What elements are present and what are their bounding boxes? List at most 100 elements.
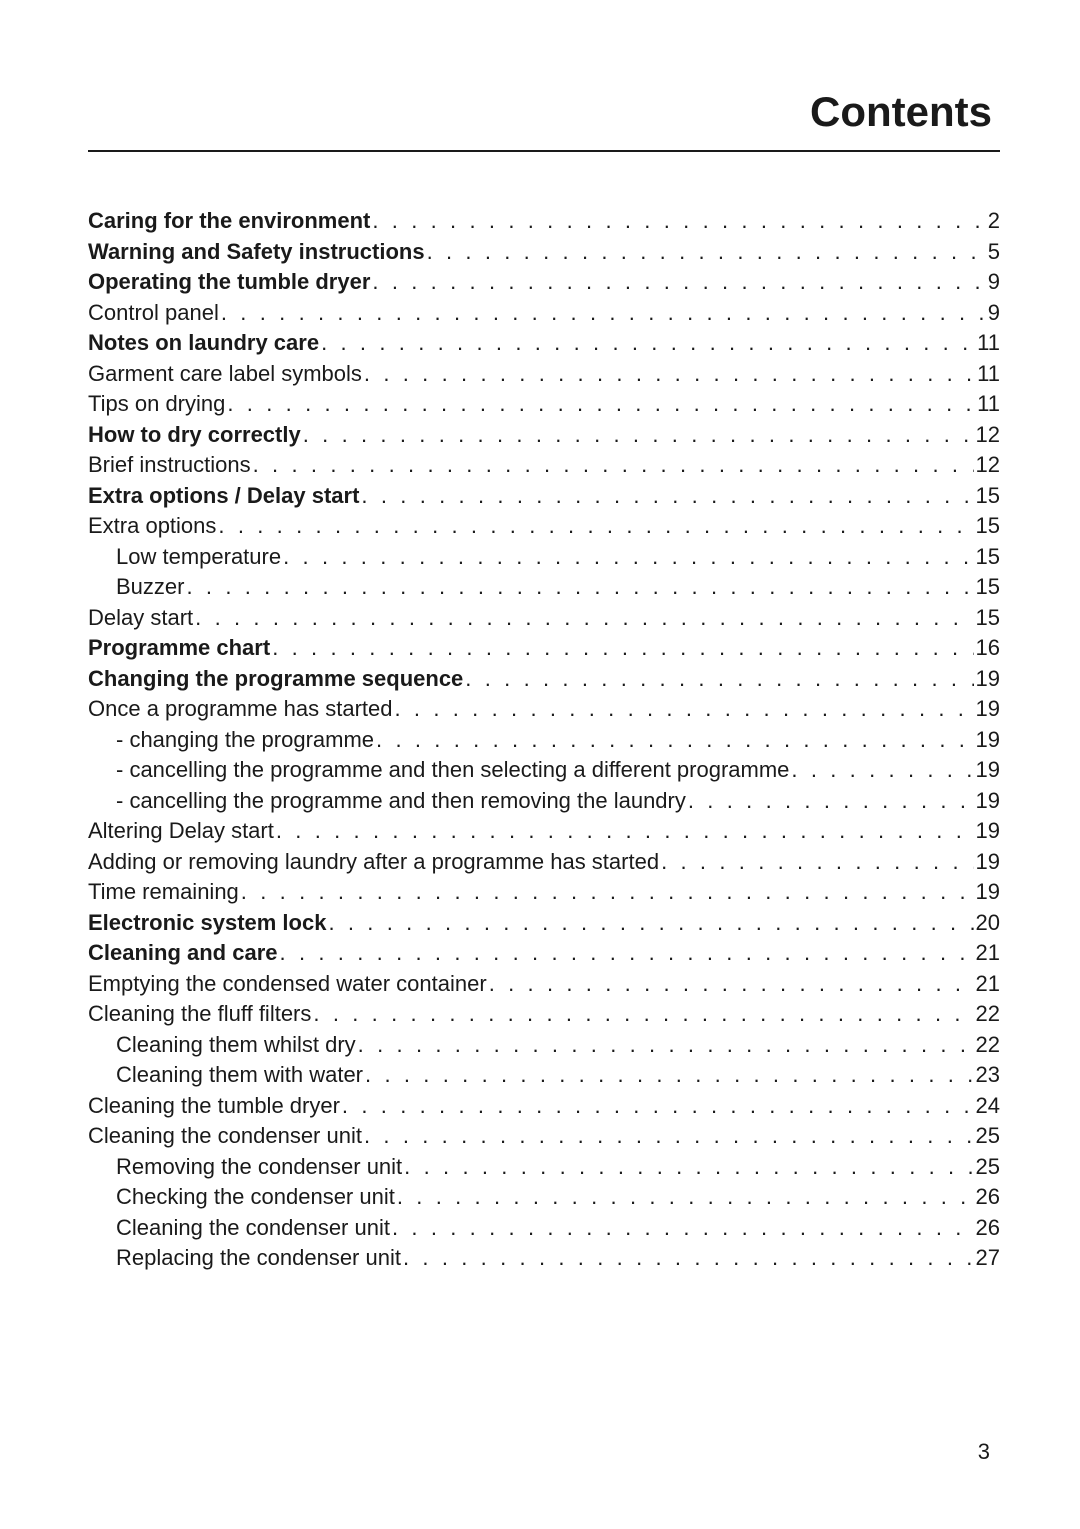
toc-label: Control panel — [88, 302, 219, 324]
toc-row: Warning and Safety instructions 5 — [88, 241, 1000, 263]
dot-leader — [225, 393, 975, 415]
toc-page: 19 — [974, 698, 1000, 720]
dot-leader — [274, 820, 974, 842]
dot-leader — [390, 1217, 974, 1239]
toc-page: 25 — [974, 1125, 1000, 1147]
toc-page: 19 — [974, 820, 1000, 842]
dot-leader — [340, 1095, 974, 1117]
toc-label: Brief instructions — [88, 454, 251, 476]
toc-row: Cleaning the condenser unit 25 — [88, 1125, 1000, 1147]
toc-page: 21 — [974, 973, 1000, 995]
toc-label: Low temperature — [88, 546, 281, 568]
toc-row: Changing the programme sequence 19 — [88, 668, 1000, 690]
toc-page: 23 — [974, 1064, 1000, 1086]
toc-label: Emptying the condensed water container — [88, 973, 487, 995]
dot-leader — [301, 424, 974, 446]
toc-page: 26 — [974, 1186, 1000, 1208]
dot-leader — [659, 851, 973, 873]
toc-row: Notes on laundry care 11 — [88, 332, 1000, 354]
toc-row: Checking the condenser unit26 — [88, 1186, 1000, 1208]
dot-leader — [278, 942, 974, 964]
toc-page: 20 — [974, 912, 1000, 934]
toc-row: Delay start 15 — [88, 607, 1000, 629]
toc-page: 15 — [974, 607, 1000, 629]
dot-leader — [359, 485, 973, 507]
dot-leader — [219, 302, 986, 324]
toc-row: - changing the programme19 — [88, 729, 1000, 751]
toc-page: 19 — [974, 790, 1000, 812]
toc-row: Cleaning the condenser unit26 — [88, 1217, 1000, 1239]
toc-page: 24 — [974, 1095, 1000, 1117]
toc-label: Operating the tumble dryer — [88, 271, 370, 293]
dot-leader — [356, 1034, 974, 1056]
toc-row: Cleaning the fluff filters22 — [88, 1003, 1000, 1025]
toc-label: - cancelling the programme and then sele… — [88, 759, 789, 781]
page-title: Contents — [810, 88, 992, 135]
toc-page: 15 — [974, 546, 1000, 568]
toc-page: 26 — [974, 1217, 1000, 1239]
toc-label: Cleaning them whilst dry — [88, 1034, 356, 1056]
toc-row: Tips on drying11 — [88, 393, 1000, 415]
toc-row: Once a programme has started 19 — [88, 698, 1000, 720]
toc-page: 11 — [975, 332, 1000, 354]
dot-leader — [425, 241, 986, 263]
dot-leader — [184, 576, 973, 598]
toc-page: 15 — [974, 515, 1000, 537]
toc-row: Removing the condenser unit25 — [88, 1156, 1000, 1178]
dot-leader — [362, 1125, 974, 1147]
toc-page: 19 — [974, 729, 1000, 751]
toc-label: Notes on laundry care — [88, 332, 319, 354]
page-number: 3 — [978, 1439, 990, 1465]
toc-page: 12 — [974, 454, 1000, 476]
toc-label: Adding or removing laundry after a progr… — [88, 851, 659, 873]
toc-label: How to dry correctly — [88, 424, 301, 446]
toc-row: - cancelling the programme and then sele… — [88, 759, 1000, 781]
toc-label: Removing the condenser unit — [88, 1156, 402, 1178]
dot-leader — [193, 607, 973, 629]
toc-page: 22 — [974, 1003, 1000, 1025]
toc-row: Time remaining19 — [88, 881, 1000, 903]
toc-label: Once a programme has started — [88, 698, 392, 720]
dot-leader — [326, 912, 973, 934]
toc-row: Electronic system lock20 — [88, 912, 1000, 934]
toc-row: Cleaning and care 21 — [88, 942, 1000, 964]
dot-leader — [311, 1003, 973, 1025]
toc-label: Buzzer — [88, 576, 184, 598]
toc-page: 15 — [974, 576, 1000, 598]
dot-leader — [374, 729, 973, 751]
toc-row: Buzzer 15 — [88, 576, 1000, 598]
toc-page: 19 — [974, 759, 1000, 781]
toc-page: 16 — [974, 637, 1000, 659]
toc-page: 9 — [986, 302, 1000, 324]
toc-page: 5 — [986, 241, 1000, 263]
toc-label: Warning and Safety instructions — [88, 241, 425, 263]
toc-row: Brief instructions 12 — [88, 454, 1000, 476]
page: Contents Caring for the environment2Warn… — [0, 0, 1080, 1529]
toc-label: Garment care label symbols — [88, 363, 362, 385]
toc-label: Delay start — [88, 607, 193, 629]
dot-leader — [362, 363, 975, 385]
table-of-contents: Caring for the environment2Warning and S… — [88, 210, 1000, 1269]
toc-page: 19 — [974, 668, 1000, 690]
toc-page: 22 — [974, 1034, 1000, 1056]
toc-row: Control panel 9 — [88, 302, 1000, 324]
dot-leader — [370, 210, 985, 232]
toc-label: Caring for the environment — [88, 210, 370, 232]
toc-label: Time remaining — [88, 881, 239, 903]
dot-leader — [216, 515, 973, 537]
toc-label: - cancelling the programme and then remo… — [88, 790, 686, 812]
toc-row: Adding or removing laundry after a progr… — [88, 851, 1000, 873]
toc-label: Cleaning and care — [88, 942, 278, 964]
toc-page: 21 — [974, 942, 1000, 964]
toc-label: Tips on drying — [88, 393, 225, 415]
dot-leader — [370, 271, 985, 293]
toc-row: Cleaning them with water23 — [88, 1064, 1000, 1086]
toc-label: Changing the programme sequence — [88, 668, 463, 690]
toc-label: Extra options — [88, 515, 216, 537]
toc-row: Altering Delay start19 — [88, 820, 1000, 842]
toc-label: Cleaning the condenser unit — [88, 1125, 362, 1147]
title-row: Contents — [88, 88, 1000, 152]
toc-page: 19 — [974, 851, 1000, 873]
toc-row: - cancelling the programme and then remo… — [88, 790, 1000, 812]
toc-row: Replacing the condenser unit27 — [88, 1247, 1000, 1269]
